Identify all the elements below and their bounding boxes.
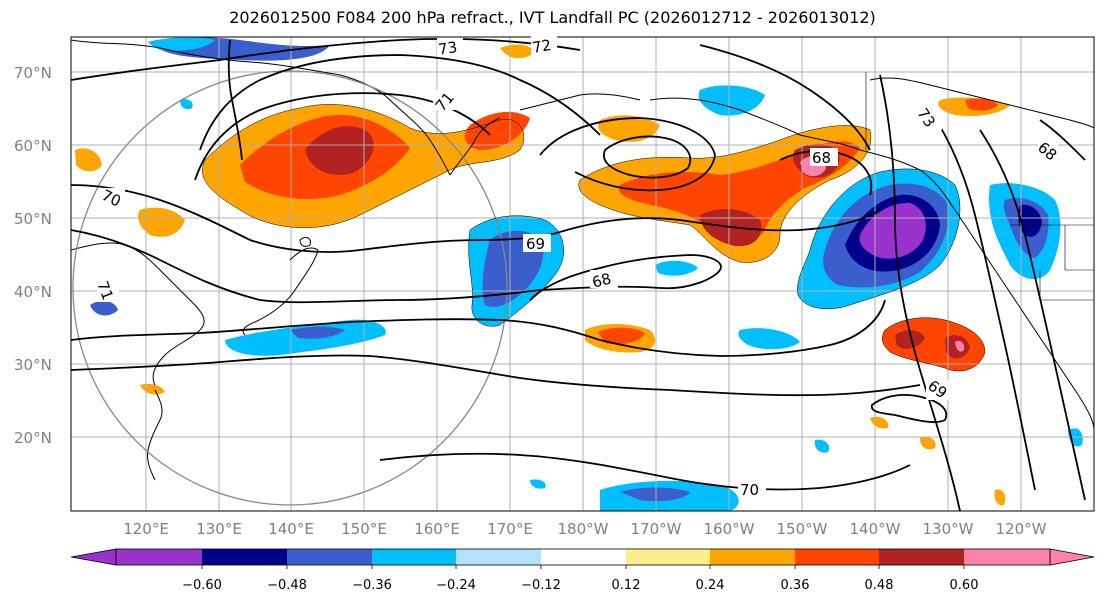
lon-label: 150°E	[341, 520, 387, 538]
contour-label: 71	[93, 279, 116, 303]
colorbar-segment	[795, 549, 879, 565]
coastlines	[71, 39, 1094, 481]
contour-label: 68	[812, 149, 831, 167]
colorbar-segment	[202, 549, 287, 565]
colorbar-segment	[287, 549, 372, 565]
lon-label: 170°E	[487, 520, 533, 538]
colorbar-tick-label: 0.60	[950, 578, 979, 593]
colorbar-segment	[116, 549, 202, 565]
lat-label: 40°N	[14, 283, 52, 301]
lat-label: 20°N	[14, 429, 52, 447]
refractivity-contours	[71, 38, 1086, 511]
lon-label: 160°W	[704, 520, 755, 538]
map-title: 2026012500 F084 200 hPa refract., IVT La…	[229, 8, 876, 27]
lat-label: 50°N	[14, 210, 52, 228]
colorbar-tick-label: 0.12	[612, 578, 641, 593]
contour-label: 73	[437, 38, 458, 58]
colorbar-segment	[879, 549, 964, 565]
colorbar: −0.60 −0.48 −0.36 −0.24 −0.12 0.12 0.24 …	[70, 548, 1095, 593]
lon-label: 140°E	[268, 520, 314, 538]
colorbar-tick-label: −0.36	[352, 578, 392, 593]
colorbar-tick-label: −0.48	[267, 578, 307, 593]
lat-label: 70°N	[14, 64, 52, 82]
longitude-labels: 120°E 130°E 140°E 150°E 160°E 170°E 180°…	[123, 520, 1046, 538]
lon-label: 120°E	[123, 520, 169, 538]
lon-label: 170°W	[631, 520, 682, 538]
contour-label: 69	[526, 235, 545, 253]
colorbar-segment	[541, 549, 626, 565]
lon-label: 130°W	[923, 520, 974, 538]
contour-labels: 73 72 71 70 69 68 68 69 70 71 73 68	[93, 36, 1060, 499]
colorbar-tick-label: −0.24	[436, 578, 476, 593]
lon-label: 160°E	[414, 520, 460, 538]
lon-label: 130°E	[196, 520, 242, 538]
colorbar-extend-left	[70, 548, 117, 566]
colorbar-segment	[372, 549, 456, 565]
lon-label: 120°W	[996, 520, 1047, 538]
lon-label: 180°W	[558, 520, 609, 538]
graticule	[71, 37, 1094, 511]
colorbar-tick-label: 0.48	[865, 578, 894, 593]
colorbar-tick-label: 0.24	[696, 578, 725, 593]
lat-label: 30°N	[14, 356, 52, 374]
map-frame	[70, 36, 1095, 512]
lon-label: 150°W	[777, 520, 828, 538]
lon-label: 140°W	[850, 520, 901, 538]
colorbar-extend-right	[1049, 548, 1095, 566]
colorbar-segment	[710, 549, 795, 565]
contour-label: 72	[531, 36, 553, 57]
colorbar-tick-label: 0.36	[781, 578, 810, 593]
contour-label: 68	[590, 269, 613, 291]
latitude-labels: 70°N 60°N 50°N 40°N 30°N 20°N	[14, 64, 52, 447]
shading-outlines	[202, 104, 986, 372]
lat-label: 60°N	[14, 137, 52, 155]
colorbar-segment	[964, 549, 1050, 565]
colorbar-tick-label: −0.12	[521, 578, 561, 593]
colorbar-tick-label: −0.60	[182, 578, 222, 593]
range-circle	[72, 70, 508, 506]
colorbar-segment	[456, 549, 541, 565]
colorbar-segment	[626, 549, 710, 565]
contour-label: 70	[740, 481, 759, 499]
